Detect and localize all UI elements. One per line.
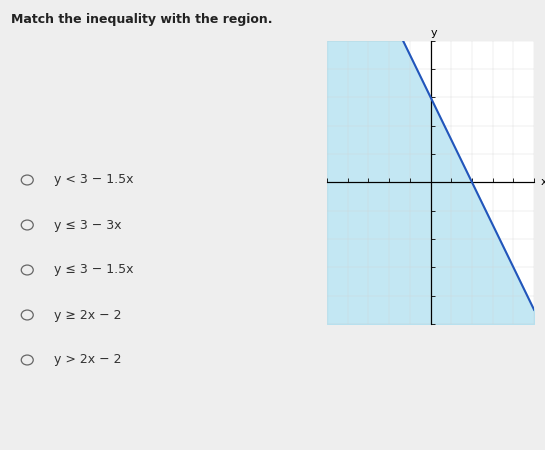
Text: y ≥ 2x − 2: y ≥ 2x − 2 [54,309,122,321]
Text: y ≤ 3 − 3x: y ≤ 3 − 3x [54,219,122,231]
Text: x: x [540,177,545,187]
Text: Match the inequality with the region.: Match the inequality with the region. [11,14,272,27]
Text: y ≤ 3 − 1.5x: y ≤ 3 − 1.5x [54,264,134,276]
Text: y < 3 − 1.5x: y < 3 − 1.5x [54,174,134,186]
Text: y: y [431,27,437,38]
Text: y > 2x − 2: y > 2x − 2 [54,354,122,366]
